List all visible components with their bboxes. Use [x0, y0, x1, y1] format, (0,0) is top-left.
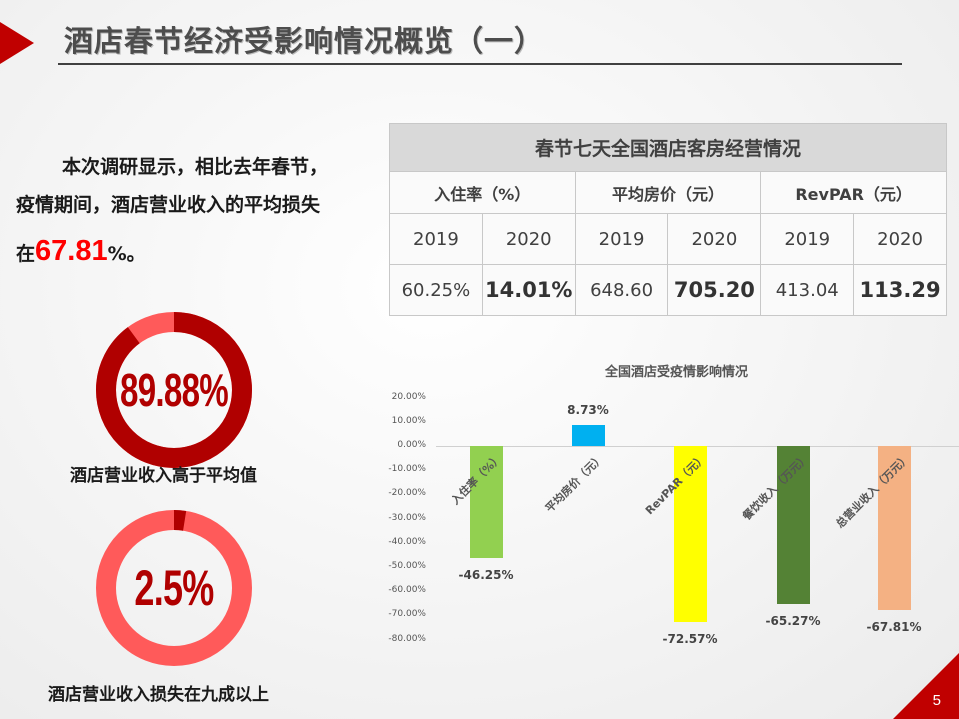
bar-value-label: -67.81%: [866, 620, 922, 635]
title-divider: [58, 63, 902, 65]
table-value-cell: 60.25%: [389, 264, 483, 316]
donut-value: 2.5%: [134, 560, 214, 616]
summary-line-3-prefix: 在: [16, 243, 36, 265]
table-year-cell: 2019: [389, 213, 483, 265]
bar: [572, 424, 605, 446]
summary-text: 本次调研显示，相比去年春节， 疫情期间，酒店营业收入的平均损失 在67.81%。: [16, 148, 366, 273]
y-tick-label: 10.00%: [391, 415, 426, 426]
y-tick-label: -80.00%: [388, 633, 426, 644]
bar: [777, 446, 810, 604]
table-value-cell: 648.60: [574, 264, 669, 316]
y-tick-label: -40.00%: [388, 536, 426, 547]
hotel-operations-table: 春节七天全国酒店客房经营情况 入住率（%） 平均房价（元） RevPAR（元） …: [389, 123, 947, 316]
chart-title: 全国酒店受疫情影响情况: [604, 365, 748, 380]
bar: [878, 446, 911, 611]
x-category-label: 平均房价（元）: [542, 451, 607, 516]
donut-chart-loss-over-90: 2.5%: [96, 510, 252, 666]
y-tick-label: -60.00%: [388, 585, 426, 596]
bar-value-label: -72.57%: [662, 631, 718, 646]
page-number: 5: [932, 692, 941, 709]
y-tick-label: -30.00%: [388, 512, 426, 523]
donut-ring-icon: [96, 312, 252, 468]
table-value-cell: 705.20: [667, 264, 762, 316]
table-year-cell: 2020: [481, 213, 576, 265]
title-arrow-icon: [0, 22, 34, 64]
table-group-header: 平均房价（元）: [574, 171, 762, 214]
y-tick-label: 20.00%: [391, 391, 426, 402]
summary-line-1: 本次调研显示，相比去年春节，: [62, 156, 329, 178]
table-title: 春节七天全国酒店客房经营情况: [389, 123, 947, 172]
summary-line-3-suffix: %。: [107, 243, 146, 265]
bar: [674, 446, 707, 622]
table-year-cell: 2020: [853, 213, 947, 265]
donut-caption: 酒店营业收入高于平均值: [70, 466, 257, 486]
table-value-cell: 113.29: [853, 264, 947, 316]
table-value-cell: 14.01%: [481, 264, 576, 316]
page-title: 酒店春节经济受影响情况概览（一）: [64, 24, 545, 58]
table-group-header: 入住率（%）: [389, 171, 576, 214]
summary-line-2: 疫情期间，酒店营业收入的平均损失: [16, 194, 321, 216]
y-tick-label: -70.00%: [388, 609, 426, 620]
bar-value-label: -46.25%: [458, 567, 514, 582]
donut-value: 89.88%: [119, 364, 229, 416]
table-year-cell: 2019: [760, 213, 855, 265]
y-tick-label: -50.00%: [388, 561, 426, 571]
table-value-cell: 413.04: [760, 264, 855, 316]
y-tick-label: 0.00%: [397, 440, 426, 450]
table-year-cell: 2019: [574, 213, 669, 265]
loss-highlight: 67.81: [35, 235, 108, 267]
donut-chart-above-average: 89.88%: [96, 312, 252, 468]
bar: [470, 446, 503, 558]
donut-ring-icon: [96, 510, 252, 666]
bar-value-label: 8.73%: [567, 402, 609, 417]
table-group-header: RevPAR（元）: [760, 171, 947, 214]
impact-bar-chart: 全国酒店受疫情影响情况 20.00% 10.00% 0.00% -10.00% -20.…: [370, 355, 959, 655]
table-year-cell: 2020: [667, 213, 762, 265]
corner-accent: [893, 653, 959, 719]
bar-value-label: -65.27%: [765, 613, 821, 628]
donut-caption: 酒店营业收入损失在九成以上: [48, 685, 269, 705]
y-tick-label: -10.00%: [388, 464, 426, 475]
y-tick-label: -20.00%: [388, 488, 426, 499]
